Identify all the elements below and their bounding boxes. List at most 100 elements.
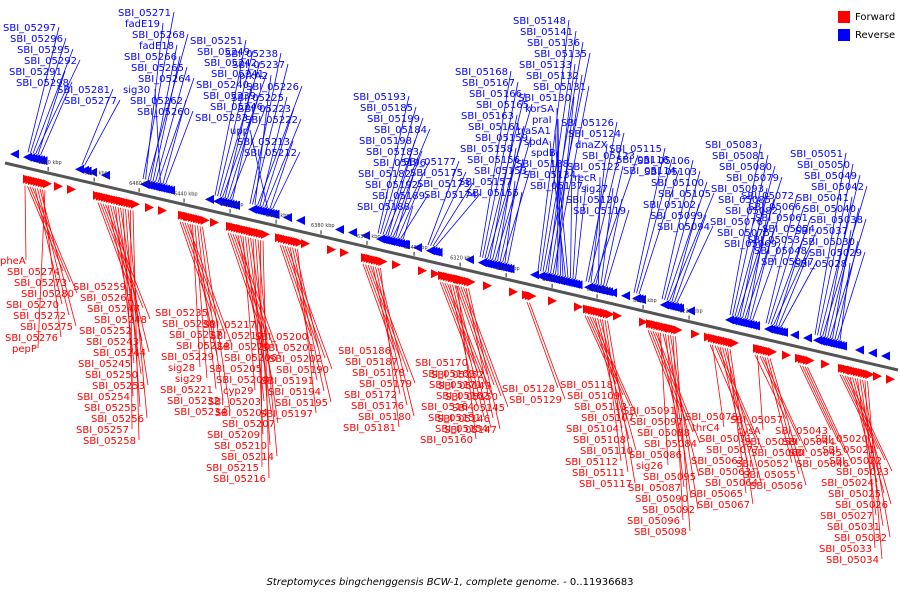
reverse-gene-label: spdA bbox=[524, 137, 549, 148]
forward-connector bbox=[602, 319, 622, 462]
reverse-gene-label: SBI_05136 bbox=[527, 38, 580, 49]
forward-gene-label: SBI_05208 bbox=[216, 375, 269, 386]
reverse-connector bbox=[84, 99, 121, 166]
axis-tick-label: 6500 kbp bbox=[38, 160, 62, 166]
forward-gene-label: SBI_05045 bbox=[789, 448, 842, 459]
forward-connector bbox=[584, 315, 617, 385]
reverse-connector bbox=[749, 231, 774, 320]
forward-connector bbox=[32, 187, 78, 294]
reverse-gene-label: SBI_05075 bbox=[717, 228, 770, 239]
forward-connector bbox=[292, 247, 325, 392]
reverse-gene-arrow bbox=[816, 336, 825, 346]
reverse-connector bbox=[377, 95, 410, 234]
forward-connector bbox=[189, 223, 218, 357]
forward-connector bbox=[807, 366, 853, 464]
reverse-connector bbox=[671, 203, 700, 302]
forward-gene-label: SBI_05091 bbox=[623, 406, 676, 417]
forward-connector bbox=[714, 345, 756, 439]
reverse-connector bbox=[145, 22, 164, 180]
forward-gene-label: SBI_05202 bbox=[269, 354, 322, 365]
forward-gene-label: SBI_05160 bbox=[420, 435, 473, 446]
forward-gene-arrow bbox=[665, 323, 674, 333]
forward-connector bbox=[657, 332, 686, 455]
reverse-gene-label: SBI_05265 bbox=[131, 63, 184, 74]
forward-gene-arrow bbox=[28, 175, 37, 185]
forward-gene-label: SBI_05207 bbox=[222, 419, 275, 430]
reverse-connector bbox=[489, 114, 518, 260]
forward-gene-label: cyp29 bbox=[223, 386, 254, 397]
forward-connector bbox=[660, 332, 669, 466]
legend-forward-label: Forward bbox=[855, 11, 896, 23]
reverse-gene-label: SBI_05053 bbox=[747, 235, 800, 246]
reverse-gene-label: SBI_05051 bbox=[790, 149, 843, 160]
reverse-connector bbox=[262, 107, 295, 207]
forward-gene-arrow bbox=[67, 184, 76, 194]
forward-gene-arrow bbox=[158, 205, 167, 215]
reverse-gene-arrow bbox=[205, 194, 214, 204]
forward-connector bbox=[764, 357, 793, 464]
reverse-gene-label: SBI_05080 bbox=[719, 162, 772, 173]
reverse-gene-arrow bbox=[82, 166, 92, 176]
reverse-connector bbox=[269, 140, 294, 209]
forward-gene-label: SBI_05052 bbox=[736, 459, 789, 470]
reverse-gene-label: SBI_05134 bbox=[523, 170, 576, 181]
forward-gene-label: SBI_05152 bbox=[431, 370, 484, 381]
reverse-gene-label: SBI_05175 bbox=[410, 168, 463, 179]
reverse-gene-label: SBI_05163 bbox=[461, 111, 514, 122]
reverse-connector bbox=[142, 11, 175, 180]
reverse-connector bbox=[507, 191, 523, 264]
forward-gene-label: SBI_05203 bbox=[208, 397, 261, 408]
forward-connector bbox=[529, 302, 566, 400]
forward-gene-label: SBI_05055 bbox=[743, 470, 796, 481]
reverse-gene-label: SBI_05069 bbox=[724, 239, 777, 250]
forward-gene-arrow bbox=[200, 215, 210, 225]
reverse-gene-label: SBI_05030 bbox=[802, 237, 855, 248]
forward-connector bbox=[769, 358, 807, 486]
forward-connector bbox=[199, 226, 224, 401]
reverse-connector bbox=[154, 88, 161, 184]
forward-connector bbox=[455, 285, 488, 375]
forward-gene-label: SBI_05170 bbox=[415, 358, 468, 369]
reverse-connector bbox=[37, 70, 66, 155]
reverse-gene-label: SBI_05120 bbox=[566, 195, 619, 206]
forward-gene-arrow bbox=[378, 257, 388, 267]
forward-gene-label: sig28 bbox=[168, 363, 195, 374]
forward-gene-label: SBI_05169 bbox=[422, 369, 475, 380]
forward-gene-label: SBI_05162 bbox=[436, 391, 489, 402]
forward-connector bbox=[250, 237, 279, 424]
reverse-gene-label: SBI_05132 bbox=[526, 71, 579, 82]
forward-gene-label: SBI_05109 bbox=[567, 391, 620, 402]
reverse-gene-arrow bbox=[23, 152, 32, 162]
reverse-connector bbox=[547, 63, 576, 273]
reverse-gene-label: SBI_05094 bbox=[657, 222, 710, 233]
reverse-gene-label: SBI_05047 bbox=[761, 257, 814, 268]
reverse-connector bbox=[585, 121, 618, 282]
reverse-gene-arrow bbox=[868, 348, 877, 358]
forward-gene-label: SBI_05023 bbox=[836, 467, 889, 478]
forward-connector bbox=[463, 287, 509, 408]
forward-connector bbox=[365, 264, 402, 362]
forward-gene-label: SBI_05063 bbox=[698, 467, 751, 478]
reverse-connector bbox=[227, 94, 260, 199]
forward-connector bbox=[117, 207, 142, 375]
forward-connector bbox=[235, 234, 281, 358]
reverse-gene-label: fadE19 bbox=[125, 19, 160, 30]
forward-gene-label: SBI_05232 bbox=[167, 396, 220, 407]
forward-gene-label: SBI_05084 bbox=[644, 439, 697, 450]
forward-gene-arrow bbox=[756, 344, 765, 354]
forward-gene-arrow bbox=[730, 338, 739, 348]
reverse-gene-label: SBI_05130 bbox=[518, 93, 571, 104]
forward-connector bbox=[594, 317, 623, 429]
axis-tick-label: 6440 kbp bbox=[174, 192, 198, 198]
forward-gene-arrow bbox=[847, 365, 856, 375]
forward-gene-label: SBI_05243 bbox=[86, 337, 139, 348]
reverse-gene-label: SBI_05223 bbox=[238, 104, 291, 115]
reverse-gene-arrow bbox=[751, 321, 760, 331]
forward-gene-arrow bbox=[261, 229, 270, 239]
reverse-connector bbox=[674, 214, 707, 303]
reverse-connector bbox=[435, 193, 481, 248]
forward-gene-label: sig26 bbox=[636, 461, 663, 472]
reverse-gene-label: SBI_05103 bbox=[644, 167, 697, 178]
reverse-gene-label: SBI_05198 bbox=[359, 136, 412, 147]
reverse-gene-label: pfkA2 bbox=[239, 71, 268, 82]
